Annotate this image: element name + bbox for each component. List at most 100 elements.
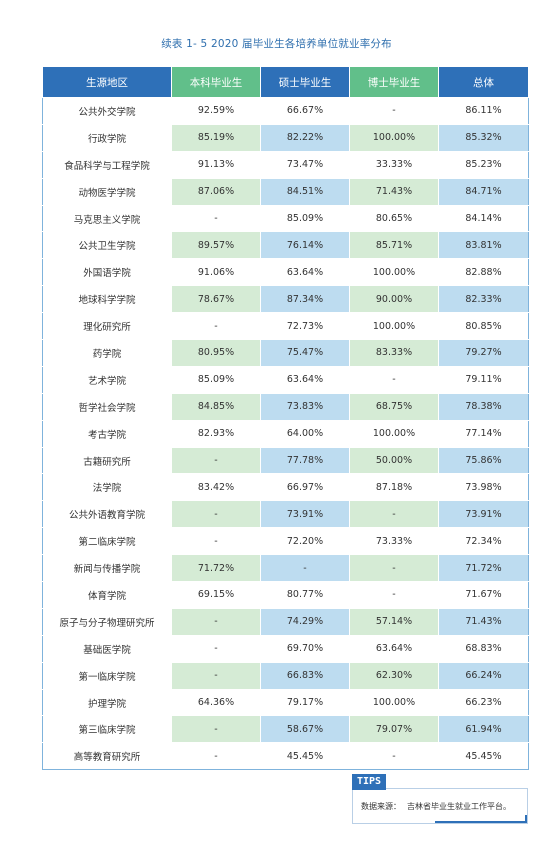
cell-undergraduate: 82.93%: [171, 419, 261, 448]
cell-overall: 79.11%: [438, 365, 529, 394]
cell-unit-name: 原子与分子物理研究所: [42, 607, 172, 636]
table-row: 药学院 80.95% 75.47% 83.33% 79.27%: [42, 339, 529, 367]
cell-undergraduate: -: [171, 204, 261, 233]
cell-doctoral: 100.00%: [349, 419, 439, 448]
cell-overall: 66.24%: [438, 661, 529, 690]
table-header-row: 生源地区 本科毕业生 硕士毕业生 博士毕业生 总体: [42, 66, 529, 98]
table-row: 哲学社会学院 84.85% 73.83% 68.75% 78.38%: [42, 392, 529, 421]
tips-label: TIPS: [352, 774, 387, 790]
cell-undergraduate: 85.19%: [171, 123, 261, 152]
cell-unit-name: 哲学社会学院: [42, 392, 172, 421]
cell-overall: 82.88%: [438, 258, 529, 287]
table-row: 马克思主义学院 -85.09% 80.65% 84.14%: [42, 204, 529, 233]
cell-unit-name: 地球科学学院: [42, 285, 172, 314]
table-row: 法学院 83.42% 66.97% 87.18% 73.98%: [42, 473, 529, 502]
cell-master: 80.77%: [260, 581, 350, 609]
cell-master: 72.20%: [260, 527, 350, 556]
cell-unit-name: 艺术学院: [42, 365, 172, 394]
table-row: 体育学院 69.15% 80.77% -71.67%: [42, 581, 529, 609]
cell-overall: 77.14%: [438, 419, 529, 448]
table-row: 第一临床学院 -66.83% 62.30% 66.24%: [42, 661, 529, 690]
cell-undergraduate: -: [171, 500, 261, 529]
cell-doctoral: 63.64%: [349, 634, 439, 663]
cell-unit-name: 公共外语教育学院: [42, 500, 172, 529]
header-region: 生源地区: [42, 66, 172, 98]
cell-overall: 79.27%: [438, 339, 529, 367]
employment-rate-table: 生源地区 本科毕业生 硕士毕业生 博士毕业生 总体 公共外交学院 92.59% 66…: [42, 66, 529, 771]
table-row: 基础医学院 -69.70% 63.64% 68.83%: [42, 634, 529, 663]
cell-master: 77.78%: [260, 446, 350, 475]
table-row: 动物医学学院 87.06% 84.51% 71.43% 84.71%: [42, 177, 529, 206]
cell-undergraduate: -: [171, 607, 261, 636]
cell-master: 73.47%: [260, 150, 350, 179]
cell-undergraduate: 83.42%: [171, 473, 261, 502]
cell-undergraduate: 85.09%: [171, 365, 261, 394]
cell-unit-name: 理化研究所: [42, 312, 172, 341]
cell-master: 85.09%: [260, 204, 350, 233]
table-row: 地球科学学院 78.67% 87.34% 90.00% 82.33%: [42, 285, 529, 314]
cell-undergraduate: 69.15%: [171, 581, 261, 609]
cell-unit-name: 公共卫生学院: [42, 231, 172, 260]
cell-master: 82.22%: [260, 123, 350, 152]
cell-master: -: [260, 554, 350, 583]
cell-unit-name: 第二临床学院: [42, 527, 172, 556]
cell-master: 66.83%: [260, 661, 350, 690]
cell-undergraduate: -: [171, 742, 261, 771]
table-row: 外国语学院 91.06% 63.64% 100.00% 82.88%: [42, 258, 529, 287]
cell-unit-name: 公共外交学院: [42, 97, 172, 125]
cell-doctoral: -: [349, 581, 439, 609]
cell-undergraduate: 64.36%: [171, 688, 261, 717]
cell-overall: 68.83%: [438, 634, 529, 663]
cell-overall: 84.14%: [438, 204, 529, 233]
cell-unit-name: 考古学院: [42, 419, 172, 448]
cell-overall: 86.11%: [438, 97, 529, 125]
cell-doctoral: -: [349, 500, 439, 529]
cell-master: 87.34%: [260, 285, 350, 314]
cell-master: 74.29%: [260, 607, 350, 636]
cell-unit-name: 第三临床学院: [42, 715, 172, 744]
cell-unit-name: 外国语学院: [42, 258, 172, 287]
cell-unit-name: 食品科学与工程学院: [42, 150, 172, 179]
table-row: 公共外交学院 92.59% 66.67% -86.11%: [42, 97, 529, 125]
cell-undergraduate: 91.06%: [171, 258, 261, 287]
page-title: 续表 1- 5 2020 届毕业生各培养单位就业率分布: [161, 38, 392, 50]
cell-master: 45.45%: [260, 742, 350, 771]
cell-doctoral: 100.00%: [349, 688, 439, 717]
table-row: 高等教育研究所 -45.45% -45.45%: [42, 742, 529, 771]
cell-undergraduate: 92.59%: [171, 97, 261, 125]
cell-overall: 78.38%: [438, 392, 529, 421]
table-row: 考古学院 82.93% 64.00% 100.00% 77.14%: [42, 419, 529, 448]
table-row: 公共外语教育学院 -73.91% -73.91%: [42, 500, 529, 529]
cell-master: 63.64%: [260, 365, 350, 394]
cell-doctoral: -: [349, 554, 439, 583]
cell-overall: 73.91%: [438, 500, 529, 529]
tips-box: 数据来源： 吉林省毕业生就业工作平台。 TIPS: [352, 774, 530, 826]
cell-doctoral: -: [349, 97, 439, 125]
cell-doctoral: 87.18%: [349, 473, 439, 502]
cell-master: 64.00%: [260, 419, 350, 448]
table-row: 公共卫生学院 89.57% 76.14% 85.71% 83.81%: [42, 231, 529, 260]
table-row: 新闻与传播学院 71.72% - -71.72%: [42, 554, 529, 583]
cell-undergraduate: -: [171, 661, 261, 690]
cell-master: 73.83%: [260, 392, 350, 421]
cell-unit-name: 马克思主义学院: [42, 204, 172, 233]
table-row: 食品科学与工程学院 91.13% 73.47% 33.33% 85.23%: [42, 150, 529, 179]
cell-overall: 72.34%: [438, 527, 529, 556]
cell-overall: 61.94%: [438, 715, 529, 744]
cell-master: 66.97%: [260, 473, 350, 502]
cell-unit-name: 高等教育研究所: [42, 742, 172, 771]
tips-source-label: 数据来源：: [361, 802, 401, 811]
cell-master: 58.67%: [260, 715, 350, 744]
cell-doctoral: 33.33%: [349, 150, 439, 179]
header-undergraduate: 本科毕业生: [171, 66, 261, 98]
cell-doctoral: 85.71%: [349, 231, 439, 260]
cell-unit-name: 古籍研究所: [42, 446, 172, 475]
cell-unit-name: 新闻与传播学院: [42, 554, 172, 583]
cell-master: 66.67%: [260, 97, 350, 125]
cell-undergraduate: -: [171, 446, 261, 475]
cell-overall: 83.81%: [438, 231, 529, 260]
table-row: 行政学院 85.19% 82.22% 100.00% 85.32%: [42, 123, 529, 152]
cell-unit-name: 行政学院: [42, 123, 172, 152]
cell-unit-name: 体育学院: [42, 581, 172, 609]
cell-overall: 66.23%: [438, 688, 529, 717]
